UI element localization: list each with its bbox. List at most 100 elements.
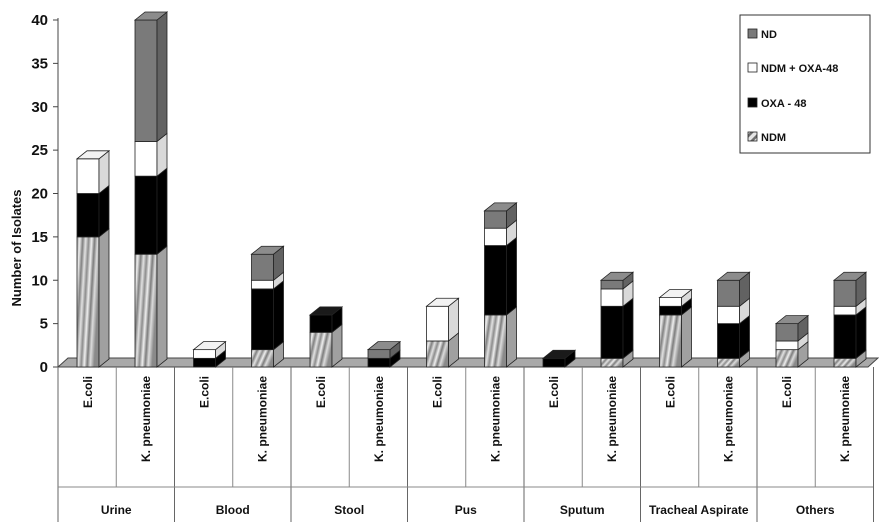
y-tick-label: 5 [40,316,48,333]
bar-segment-front [717,305,740,325]
bar-segment-side [506,306,517,368]
bar-segment-side [156,167,168,256]
bar-segment-front [775,340,799,351]
legend-swatch [747,28,758,39]
bar-segment [309,323,343,368]
bar-segment-top [716,271,751,281]
bar-segment-top [308,306,344,316]
bar-segment-side [156,245,168,368]
legend-swatch [747,131,758,142]
bar-segment [833,349,867,368]
y-tick-label: 35 [31,55,48,72]
bar-segment [659,306,692,368]
y-tick-label: 10 [31,272,48,289]
group-label: Others [796,503,835,517]
bar-segment-front [134,175,158,255]
category-label: K. pneumoniae [372,376,386,462]
group-label: Tracheal Aspirate [649,503,749,517]
bar-segment-front [833,279,857,307]
category-label: K. pneumoniae [139,376,153,462]
y-tick-label: 0 [40,359,48,376]
bar-segment-front [309,314,333,333]
bar-segment [134,245,168,368]
bar-segment-top [133,11,169,21]
legend-label: OXA - 48 [761,98,806,110]
bar-segment-top [192,341,227,351]
bar-segment-front [76,193,100,238]
y-axis-ticks: 0 5 10 15 20 25 30 35 40 [31,12,58,376]
bar-segment-front [775,349,799,368]
bar-segment-front [251,288,274,351]
bar-segment-front [775,323,799,342]
bar-segment-front [193,349,216,359]
bar-stack [366,340,402,368]
legend-item: NDM + OXA-48 [747,62,838,75]
bar-stack [308,306,344,368]
bar-segment-front [367,357,391,368]
bar-segment-front [76,158,100,194]
legend-item: NDM [747,131,786,144]
category-label: E.coli [314,376,328,408]
bar-segment-front [833,357,857,368]
bar-segment-front [134,141,158,177]
bar-segment-front [193,357,216,368]
category-label: K. pneumoniae [605,376,619,462]
bar-segment [484,306,517,368]
bar-segment-top [425,297,460,307]
bar-stack [483,202,518,368]
y-tick-label: 30 [31,99,48,116]
group-label: Blood [216,503,250,517]
bar-stack [658,288,693,368]
bar-segment-front [76,236,100,368]
bar-segment-side [273,280,284,351]
bar-segment-side [622,297,634,360]
bar-segment-front [134,253,158,368]
bar-segment-front [717,279,740,307]
group-label: Sputum [560,503,605,517]
bar-segment-front [833,305,857,316]
bar-stack [250,245,285,368]
y-tick-label: 25 [31,142,48,159]
bar-segment [134,167,168,256]
bar-segment-top [832,271,868,281]
bar-segment-front [484,314,507,368]
bar-segment-front [251,279,274,290]
y-axis-title: Number of Isolates [9,189,24,306]
bar-segment-front [600,279,624,290]
category-label: E.coli [81,376,95,408]
bar-segment [250,245,285,282]
bar-stack [541,349,577,368]
category-label: K. pneumoniae [256,376,270,462]
bar-segment-top [774,315,810,325]
category-label: K. pneumoniae [838,376,852,462]
bar-segment-front [600,288,624,307]
bar-segment-front [426,305,449,342]
bar-segment-front [600,357,624,368]
bar-segment [599,271,635,290]
bar-segment-front [833,314,857,359]
bar-segment-top [366,341,402,351]
bar-segment-front [600,305,624,359]
bar-stack [774,314,810,368]
group-label: Urine [101,503,132,517]
bar-segment [484,236,517,316]
bar-segment [251,280,284,351]
bar-stack [832,271,868,368]
bar-segment-side [98,184,110,238]
category-label: K. pneumoniae [489,376,503,462]
bar-segment [192,340,227,360]
category-label: E.coli [780,376,794,408]
legend-label: NDM + OXA-48 [761,63,838,75]
bar-segment-front [717,323,740,359]
bar-segment-top [75,150,111,160]
y-tick-label: 15 [31,229,48,246]
bar-segment-front [134,19,158,142]
legend-swatch [747,97,758,108]
category-grid: Urine Blood Stool Pus Sputum Tracheal Aspirat… [57,367,874,522]
bar-segment-front [251,253,274,281]
bar-segment-front [367,349,391,359]
bar-stack [192,340,227,368]
category-label: E.coli [664,376,678,408]
bar-stack [75,149,111,368]
